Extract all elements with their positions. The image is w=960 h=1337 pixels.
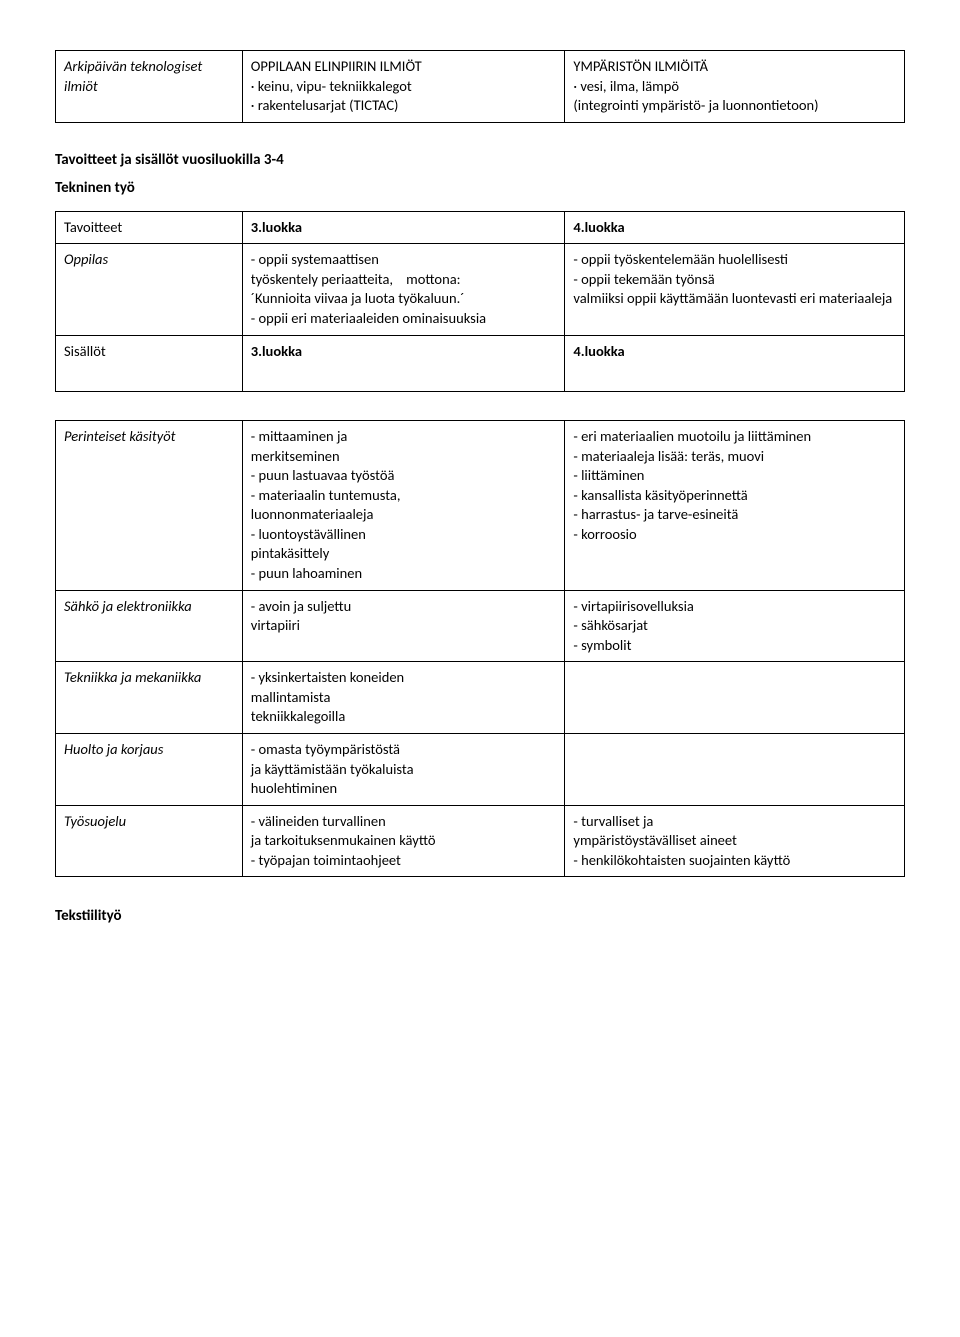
t2-sis-1: Sisällöt <box>56 335 243 392</box>
t3-r3c1: Tekniikka ja mekaniikka <box>64 668 201 686</box>
t1-r1c2-line1: · keinu, vipu- tekniikkalegot <box>251 77 557 97</box>
t1-r1c3-title: YMPÄRISTÖN ILMIÖITÄ <box>573 57 896 77</box>
heading-tekstiilityo: Tekstiilityö <box>55 907 905 925</box>
t2-head-3: 4.luokka <box>565 211 905 244</box>
t1-r1c3-line1: · vesi, ilma, lämpö <box>573 77 896 97</box>
t3-r5c1: Työsuojelu <box>64 812 126 830</box>
t3-r5c2: - välineiden turvallinen ja tarkoituksen… <box>242 805 565 877</box>
tavoitteet-table: Tavoitteet 3.luokka 4.luokka Oppilas - o… <box>55 211 905 392</box>
t3-r2c1: Sähkö ja elektroniikka <box>64 597 192 615</box>
t2-sis-2: 3.luokka <box>242 335 565 392</box>
t3-r2c2: - avoin ja suljettu virtapiiri <box>242 590 565 662</box>
t1-r1c3-line2: (integrointi ympäristö- ja luonnontietoo… <box>573 96 896 116</box>
t2-r1c3: - oppii työskentelemään huolellisesti - … <box>565 244 905 335</box>
intro-table: Arkipäivän teknologiset ilmiöt OPPILAAN … <box>55 50 905 123</box>
heading-tekninen-tyo: Tekninen työ <box>55 179 905 197</box>
t3-r3c3 <box>565 662 905 734</box>
t3-r1c2: - mittaaminen ja merkitseminen - puun la… <box>242 421 565 591</box>
t3-r4c2: - omasta työympäristöstä ja käyttämistää… <box>242 733 565 805</box>
t1-r1c1-title: Arkipäivän teknologiset ilmiöt <box>64 57 202 95</box>
t3-r4c3 <box>565 733 905 805</box>
t2-r1c2: - oppii systemaattisen työskentely peria… <box>242 244 565 335</box>
heading-tavoitteet-sisallot: Tavoitteet ja sisällöt vuosiluokilla 3-4 <box>55 151 905 169</box>
t3-r1c3: - eri materiaalien muotoilu ja liittämin… <box>565 421 905 591</box>
sisallot-table: Perinteiset käsityöt - mittaaminen ja me… <box>55 420 905 877</box>
t3-r3c2: - yksinkertaisten koneiden mallintamista… <box>242 662 565 734</box>
t2-r1c1: Oppilas <box>64 250 108 268</box>
t2-head-2: 3.luokka <box>242 211 565 244</box>
t3-r2c3: - virtapiirisovelluksia - sähkösarjat - … <box>565 590 905 662</box>
t2-sis-3: 4.luokka <box>565 335 905 392</box>
t1-r1c2-title: OPPILAAN ELINPIIRIN ILMIÖT <box>251 57 557 77</box>
t1-r1c2-line2: · rakentelusarjat (TICTAC) <box>251 96 557 116</box>
t3-r1c1: Perinteiset käsityöt <box>64 427 176 445</box>
t2-head-1: Tavoitteet <box>56 211 243 244</box>
t3-r5c3: - turvalliset ja ympäristöystävälliset a… <box>565 805 905 877</box>
t3-r4c1: Huolto ja korjaus <box>64 740 163 758</box>
